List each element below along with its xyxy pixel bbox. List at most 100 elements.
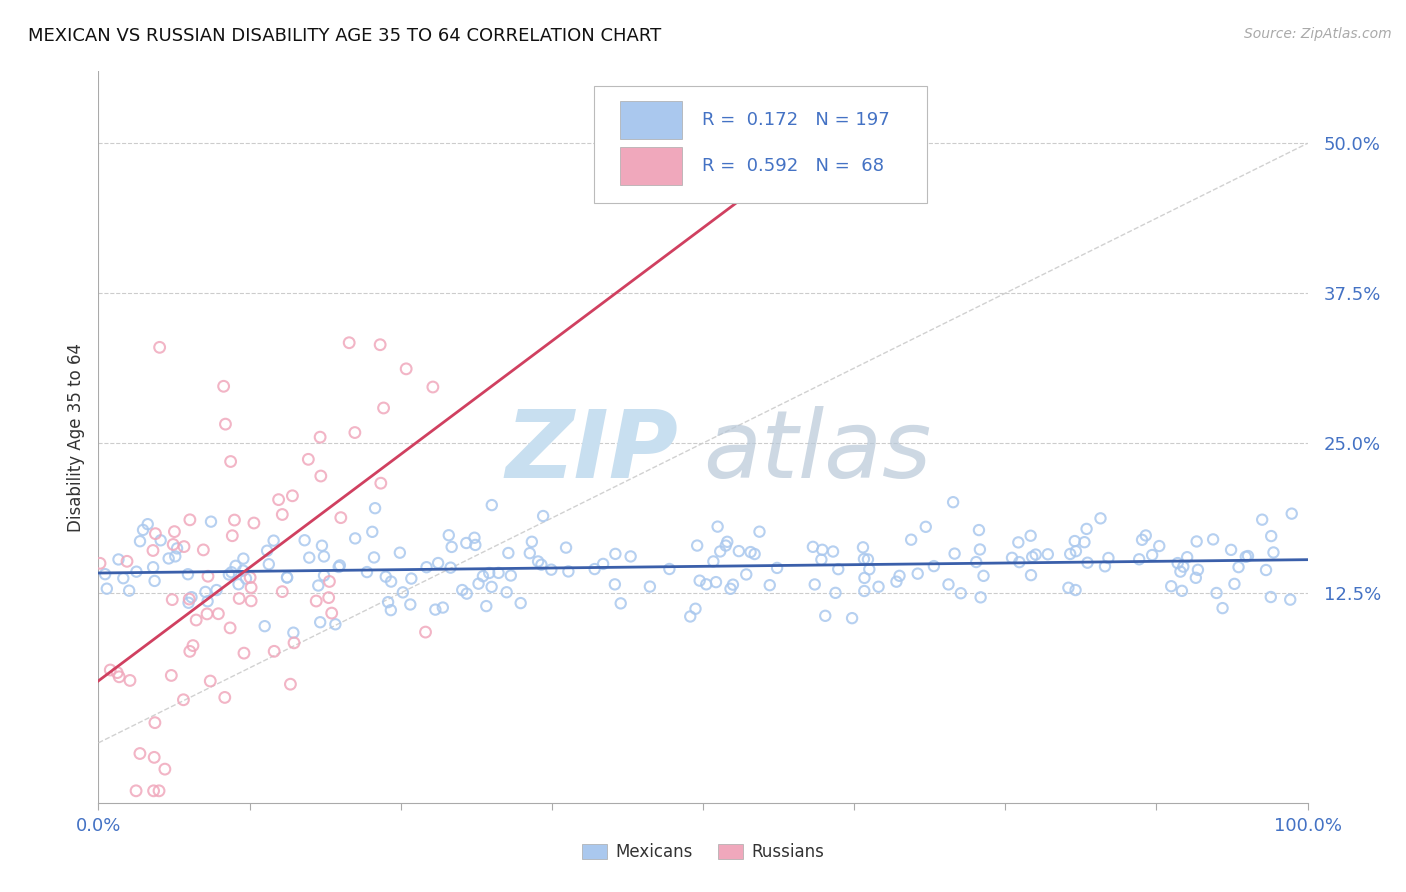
- Point: [1254, 563, 1277, 577]
- Point: [744, 547, 766, 561]
- Point: [205, 582, 228, 597]
- Point: [1170, 565, 1192, 579]
- Point: [814, 608, 837, 623]
- Point: [297, 452, 319, 467]
- Point: [118, 583, 141, 598]
- Point: [374, 570, 396, 584]
- Point: [163, 524, 186, 539]
- Point: [105, 665, 128, 680]
- Point: [969, 591, 991, 605]
- Point: [162, 537, 184, 551]
- Point: [520, 534, 543, 549]
- Point: [439, 560, 461, 574]
- Point: [967, 523, 990, 537]
- Point: [307, 578, 329, 592]
- Point: [1171, 583, 1194, 598]
- Point: [853, 571, 876, 585]
- Point: [1073, 535, 1095, 549]
- Point: [197, 594, 219, 608]
- Point: [112, 571, 135, 585]
- Point: [370, 476, 392, 491]
- Point: [922, 559, 945, 574]
- Point: [1007, 535, 1029, 549]
- Text: Source: ZipAtlas.com: Source: ZipAtlas.com: [1244, 27, 1392, 41]
- Point: [852, 552, 875, 566]
- Point: [94, 567, 117, 582]
- Point: [432, 600, 454, 615]
- Point: [321, 606, 343, 620]
- Point: [142, 560, 165, 574]
- Point: [143, 715, 166, 730]
- Point: [328, 560, 350, 574]
- Point: [527, 554, 550, 568]
- Point: [498, 546, 520, 560]
- Point: [803, 577, 825, 591]
- Point: [810, 552, 832, 566]
- Point: [1064, 582, 1087, 597]
- Point: [437, 528, 460, 542]
- Point: [488, 566, 510, 580]
- Point: [938, 577, 960, 591]
- Point: [239, 570, 262, 584]
- Point: [271, 584, 294, 599]
- Point: [179, 592, 201, 607]
- Point: [225, 558, 247, 573]
- Point: [240, 594, 263, 608]
- Point: [1260, 590, 1282, 604]
- Point: [907, 566, 929, 581]
- Point: [221, 565, 243, 579]
- Point: [312, 549, 335, 564]
- Point: [118, 673, 141, 688]
- Point: [709, 544, 731, 558]
- Point: [440, 540, 463, 554]
- Point: [801, 540, 824, 554]
- Point: [125, 565, 148, 579]
- Point: [969, 542, 991, 557]
- Point: [557, 565, 579, 579]
- Point: [219, 621, 242, 635]
- Point: [714, 539, 737, 553]
- Point: [157, 551, 180, 566]
- Point: [309, 430, 332, 444]
- Point: [263, 644, 285, 658]
- Point: [318, 574, 340, 589]
- Point: [368, 337, 391, 351]
- Point: [214, 417, 236, 431]
- Point: [1021, 549, 1043, 564]
- Point: [720, 582, 742, 596]
- Point: [309, 469, 332, 483]
- Point: [519, 546, 541, 560]
- Point: [1149, 539, 1171, 553]
- Point: [1135, 528, 1157, 542]
- Point: [914, 520, 936, 534]
- Legend: Mexicans, Russians: Mexicans, Russians: [575, 837, 831, 868]
- Point: [172, 692, 194, 706]
- Point: [758, 578, 780, 592]
- Point: [344, 532, 367, 546]
- Point: [1175, 550, 1198, 565]
- Point: [853, 584, 876, 599]
- Point: [363, 550, 385, 565]
- Point: [207, 607, 229, 621]
- Point: [886, 574, 908, 589]
- Point: [129, 534, 152, 549]
- Point: [309, 615, 332, 630]
- Point: [841, 611, 863, 625]
- Point: [1205, 586, 1227, 600]
- Point: [868, 580, 890, 594]
- Text: R =  0.172   N = 197: R = 0.172 N = 197: [702, 112, 890, 129]
- Point: [856, 552, 879, 566]
- Point: [1251, 513, 1274, 527]
- Point: [1234, 549, 1257, 564]
- Point: [197, 569, 219, 583]
- Point: [495, 585, 517, 599]
- Point: [145, 526, 167, 541]
- Point: [1173, 559, 1195, 574]
- Point: [766, 561, 789, 575]
- Point: [1160, 579, 1182, 593]
- Point: [224, 513, 246, 527]
- Point: [1212, 601, 1234, 615]
- Point: [115, 554, 138, 568]
- Point: [200, 515, 222, 529]
- Point: [142, 784, 165, 798]
